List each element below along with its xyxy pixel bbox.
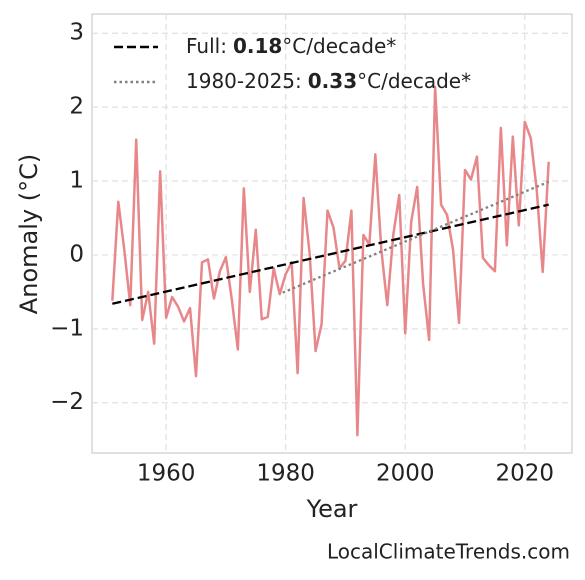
y-tick-label: −1 — [50, 315, 84, 341]
data-line — [111, 85, 550, 437]
data-line — [282, 180, 550, 294]
x-tick-label: 2020 — [496, 461, 555, 487]
data-line — [112, 203, 549, 305]
legend-text: °C/decade* — [282, 34, 396, 58]
x-tick-label: 2000 — [376, 461, 435, 487]
legend-entry: Full: 0.18°C/decade* — [186, 34, 396, 58]
x-tick-label: 1960 — [137, 461, 196, 487]
x-axis-label: Year — [306, 495, 358, 523]
legend-text: 0.33 — [308, 69, 357, 93]
y-tick-label: 2 — [69, 94, 84, 120]
y-tick-label: 3 — [69, 20, 84, 46]
legend-text: 1980-2025: — [186, 69, 302, 93]
legend-entry: 1980-2025: 0.33°C/decade* — [186, 69, 471, 93]
y-axis-label: Anomaly (°C) — [15, 154, 43, 314]
legend-text: °C/decade* — [357, 69, 471, 93]
plot-frame — [91, 13, 573, 454]
x-tick-label: 1980 — [256, 461, 315, 487]
source: LocalClimateTrends.com — [327, 540, 570, 564]
y-tick-label: 0 — [69, 241, 84, 267]
legend-text: 0.18 — [233, 34, 282, 58]
legend-text: Full: — [186, 34, 227, 58]
y-tick-label: 1 — [69, 168, 84, 194]
y-tick-label: −2 — [50, 389, 84, 415]
